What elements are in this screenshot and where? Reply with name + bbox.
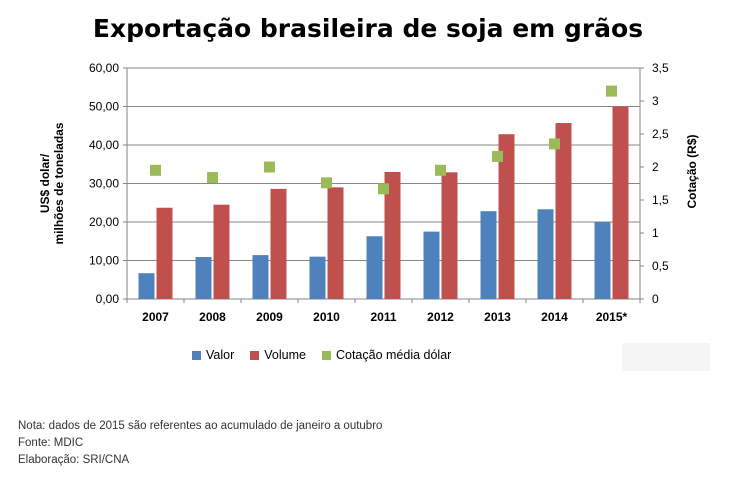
legend-swatch-valor bbox=[192, 350, 201, 360]
point-cotacao bbox=[435, 164, 446, 176]
bar-valor bbox=[537, 209, 554, 299]
x-tick-label: 2014 bbox=[541, 310, 568, 324]
point-cotacao bbox=[378, 183, 389, 195]
point-cotacao bbox=[150, 164, 161, 176]
legend-label-volume: Volume bbox=[264, 348, 306, 362]
bar-volume bbox=[384, 171, 401, 299]
bar-valor bbox=[423, 231, 440, 299]
bar-valor bbox=[252, 255, 269, 299]
legend-item-volume: Volume bbox=[250, 348, 306, 362]
x-tick-label: 2011 bbox=[370, 310, 396, 324]
y-right-tick-label: 3,5 bbox=[652, 61, 669, 75]
bar-volume bbox=[327, 187, 344, 299]
note-elaboracao: Elaboração: SRI/CNA bbox=[18, 454, 130, 466]
x-tick-label: 2009 bbox=[256, 310, 283, 324]
y-left-axis-title-line2: milhões de toneladas bbox=[52, 122, 66, 244]
bar-valor bbox=[594, 222, 611, 299]
bar-valor bbox=[138, 273, 155, 299]
bar-volume bbox=[612, 106, 629, 299]
y-left-tick-label: 50,00 bbox=[89, 100, 119, 114]
y-left-tick-label: 30,00 bbox=[89, 177, 119, 191]
chart: 0,00 10,00 20,00 30,00 40,00 50,00 60,00 0 0,5 1 1… bbox=[38, 61, 699, 324]
bar-valor bbox=[195, 257, 212, 299]
legend: Valor Volume Cotação média dólar bbox=[192, 348, 467, 362]
y-right-axis-title: Cotação (R$) bbox=[685, 134, 699, 208]
y-left-tick-label: 20,00 bbox=[89, 215, 119, 229]
bar-valor bbox=[480, 211, 497, 299]
y-left-tick-label: 0,00 bbox=[96, 292, 120, 306]
y-left-tick-label: 40,00 bbox=[89, 138, 119, 152]
bar-volume bbox=[555, 123, 572, 300]
point-cotacao bbox=[492, 150, 503, 162]
y-right-tick-label: 2 bbox=[652, 160, 659, 174]
x-tick-label: 2007 bbox=[142, 310, 169, 324]
legend-item-cotacao: Cotação média dólar bbox=[321, 348, 452, 362]
legend-item-valor: Valor bbox=[192, 348, 234, 362]
point-cotacao bbox=[321, 177, 332, 189]
legend-swatch-volume bbox=[250, 350, 260, 360]
bar-volume bbox=[213, 204, 230, 299]
y-left-axis-title-line1: US$ dolar/ bbox=[38, 153, 52, 213]
watermark bbox=[622, 343, 710, 371]
y-right-tick-label: 0,5 bbox=[652, 259, 669, 273]
note-fonte: Fonte: MDIC bbox=[18, 437, 84, 449]
note-nota: Nota: dados de 2015 são referentes ao ac… bbox=[18, 420, 383, 432]
point-cotacao bbox=[264, 161, 275, 173]
y-right-tick-label: 0 bbox=[652, 292, 659, 306]
y-right-tick-label: 1,5 bbox=[652, 193, 669, 207]
y-left-tick-label: 60,00 bbox=[89, 61, 119, 75]
x-tick-label: 2008 bbox=[199, 310, 226, 324]
bar-valor bbox=[309, 256, 326, 299]
y-right-tick-label: 2,5 bbox=[652, 127, 669, 141]
x-tick-label: 2012 bbox=[427, 310, 454, 324]
notes: Nota: dados de 2015 são referentes ao ac… bbox=[18, 418, 382, 469]
point-cotacao bbox=[549, 138, 560, 150]
bar-volume bbox=[156, 207, 173, 299]
point-cotacao bbox=[207, 172, 218, 184]
legend-label-valor: Valor bbox=[206, 348, 235, 362]
chart-title: Exportação brasileira de soja em grãos bbox=[92, 14, 644, 43]
legend-swatch-cotacao bbox=[321, 350, 331, 360]
bar-volume bbox=[441, 172, 458, 299]
y-right-tick-label: 1 bbox=[652, 226, 659, 240]
x-tick-label: 2010 bbox=[313, 310, 340, 324]
y-left-tick-label: 10,00 bbox=[89, 254, 119, 268]
x-tick-label: 2015* bbox=[596, 310, 628, 324]
bar-valor bbox=[366, 236, 383, 299]
point-cotacao bbox=[606, 85, 617, 97]
bar-volume bbox=[270, 188, 287, 299]
x-tick-label: 2013 bbox=[484, 310, 511, 324]
y-right-tick-label: 3 bbox=[652, 94, 659, 108]
legend-label-cotacao: Cotação média dólar bbox=[335, 348, 452, 362]
bar-volume bbox=[498, 134, 515, 299]
